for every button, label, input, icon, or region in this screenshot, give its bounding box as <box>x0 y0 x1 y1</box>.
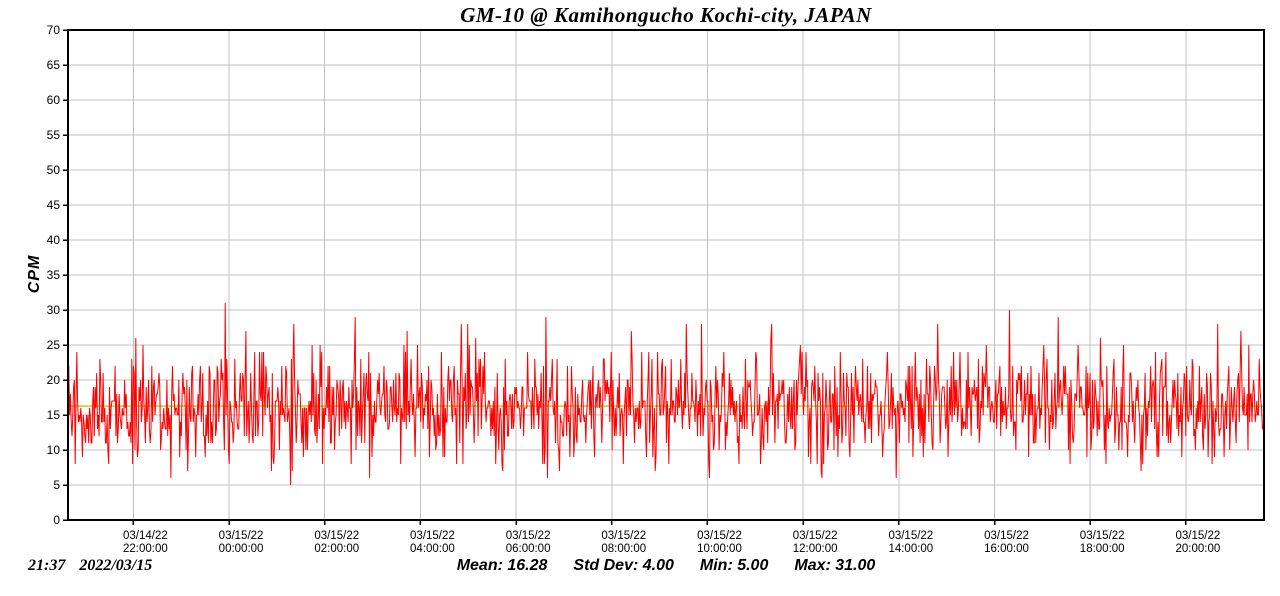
y-tick-label: 40 <box>47 233 61 247</box>
stat-min: Min: 5.00 <box>699 557 769 574</box>
x-tick-label-time: 14:00:00 <box>888 543 933 555</box>
y-tick-label: 45 <box>47 198 61 212</box>
stat-stddev: Std Dev: 4.00 <box>573 557 674 574</box>
x-tick-label-time: 00:00:00 <box>219 543 264 555</box>
x-tick-label-time: 08:00:00 <box>601 543 646 555</box>
footer-stats: Mean: 16.28 Std Dev: 4.00 Min: 5.00 Max: 31… <box>300 557 1032 575</box>
x-tick-label-time: 02:00:00 <box>314 543 359 555</box>
x-tick-label-time: 10:00:00 <box>697 543 742 555</box>
footer-time: 21:37 <box>28 557 66 574</box>
x-tick-label-date: 03/15/22 <box>219 530 264 542</box>
y-tick-label: 20 <box>47 373 61 387</box>
x-tick-label-date: 03/15/22 <box>697 530 742 542</box>
y-tick-label: 70 <box>47 23 61 37</box>
x-tick-label-date: 03/15/22 <box>506 530 551 542</box>
x-tick-label-date: 03/15/22 <box>1175 530 1220 542</box>
y-tick-label: 25 <box>47 338 61 352</box>
x-tick-label-date: 03/15/22 <box>601 530 646 542</box>
x-tick-label-date: 03/15/22 <box>314 530 359 542</box>
x-tick-label-time: 06:00:00 <box>506 543 551 555</box>
y-tick-label: 10 <box>47 443 61 457</box>
x-tick-label-time: 18:00:00 <box>1080 543 1125 555</box>
chart-title: GM-10 @ Kamihongucho Kochi-city, JAPAN <box>460 3 872 27</box>
x-tick-label-date: 03/15/22 <box>410 530 455 542</box>
stat-mean: Mean: 16.28 <box>456 557 548 574</box>
stat-max: Max: 31.00 <box>794 557 876 574</box>
y-tick-label: 50 <box>47 163 61 177</box>
y-tick-label: 55 <box>47 128 61 142</box>
x-tick-label-date: 03/15/22 <box>984 530 1029 542</box>
y-tick-label: 65 <box>47 58 61 72</box>
y-tick-label: 30 <box>47 303 61 317</box>
x-tick-label-time: 22:00:00 <box>123 543 168 555</box>
y-tick-label: 0 <box>53 513 60 527</box>
x-tick-label-date: 03/15/22 <box>793 530 838 542</box>
footer-date: 2022/03/15 <box>79 557 153 574</box>
cpm-series-line <box>67 302 1265 486</box>
y-tick-label: 15 <box>47 408 61 422</box>
y-tick-label: 60 <box>47 93 61 107</box>
x-tick-label-time: 16:00:00 <box>984 543 1029 555</box>
x-tick-label-date: 03/14/22 <box>123 530 168 542</box>
x-tick-label-time: 04:00:00 <box>410 543 455 555</box>
y-tick-label: 35 <box>47 268 61 282</box>
footer-timestamp: 21:37 2022/03/15 <box>28 557 166 575</box>
x-tick-label-date: 03/15/22 <box>888 530 933 542</box>
x-tick-label-date: 03/15/22 <box>1080 530 1125 542</box>
x-tick-label-time: 12:00:00 <box>793 543 838 555</box>
x-tick-label-time: 20:00:00 <box>1175 543 1220 555</box>
y-tick-label: 5 <box>53 478 60 492</box>
